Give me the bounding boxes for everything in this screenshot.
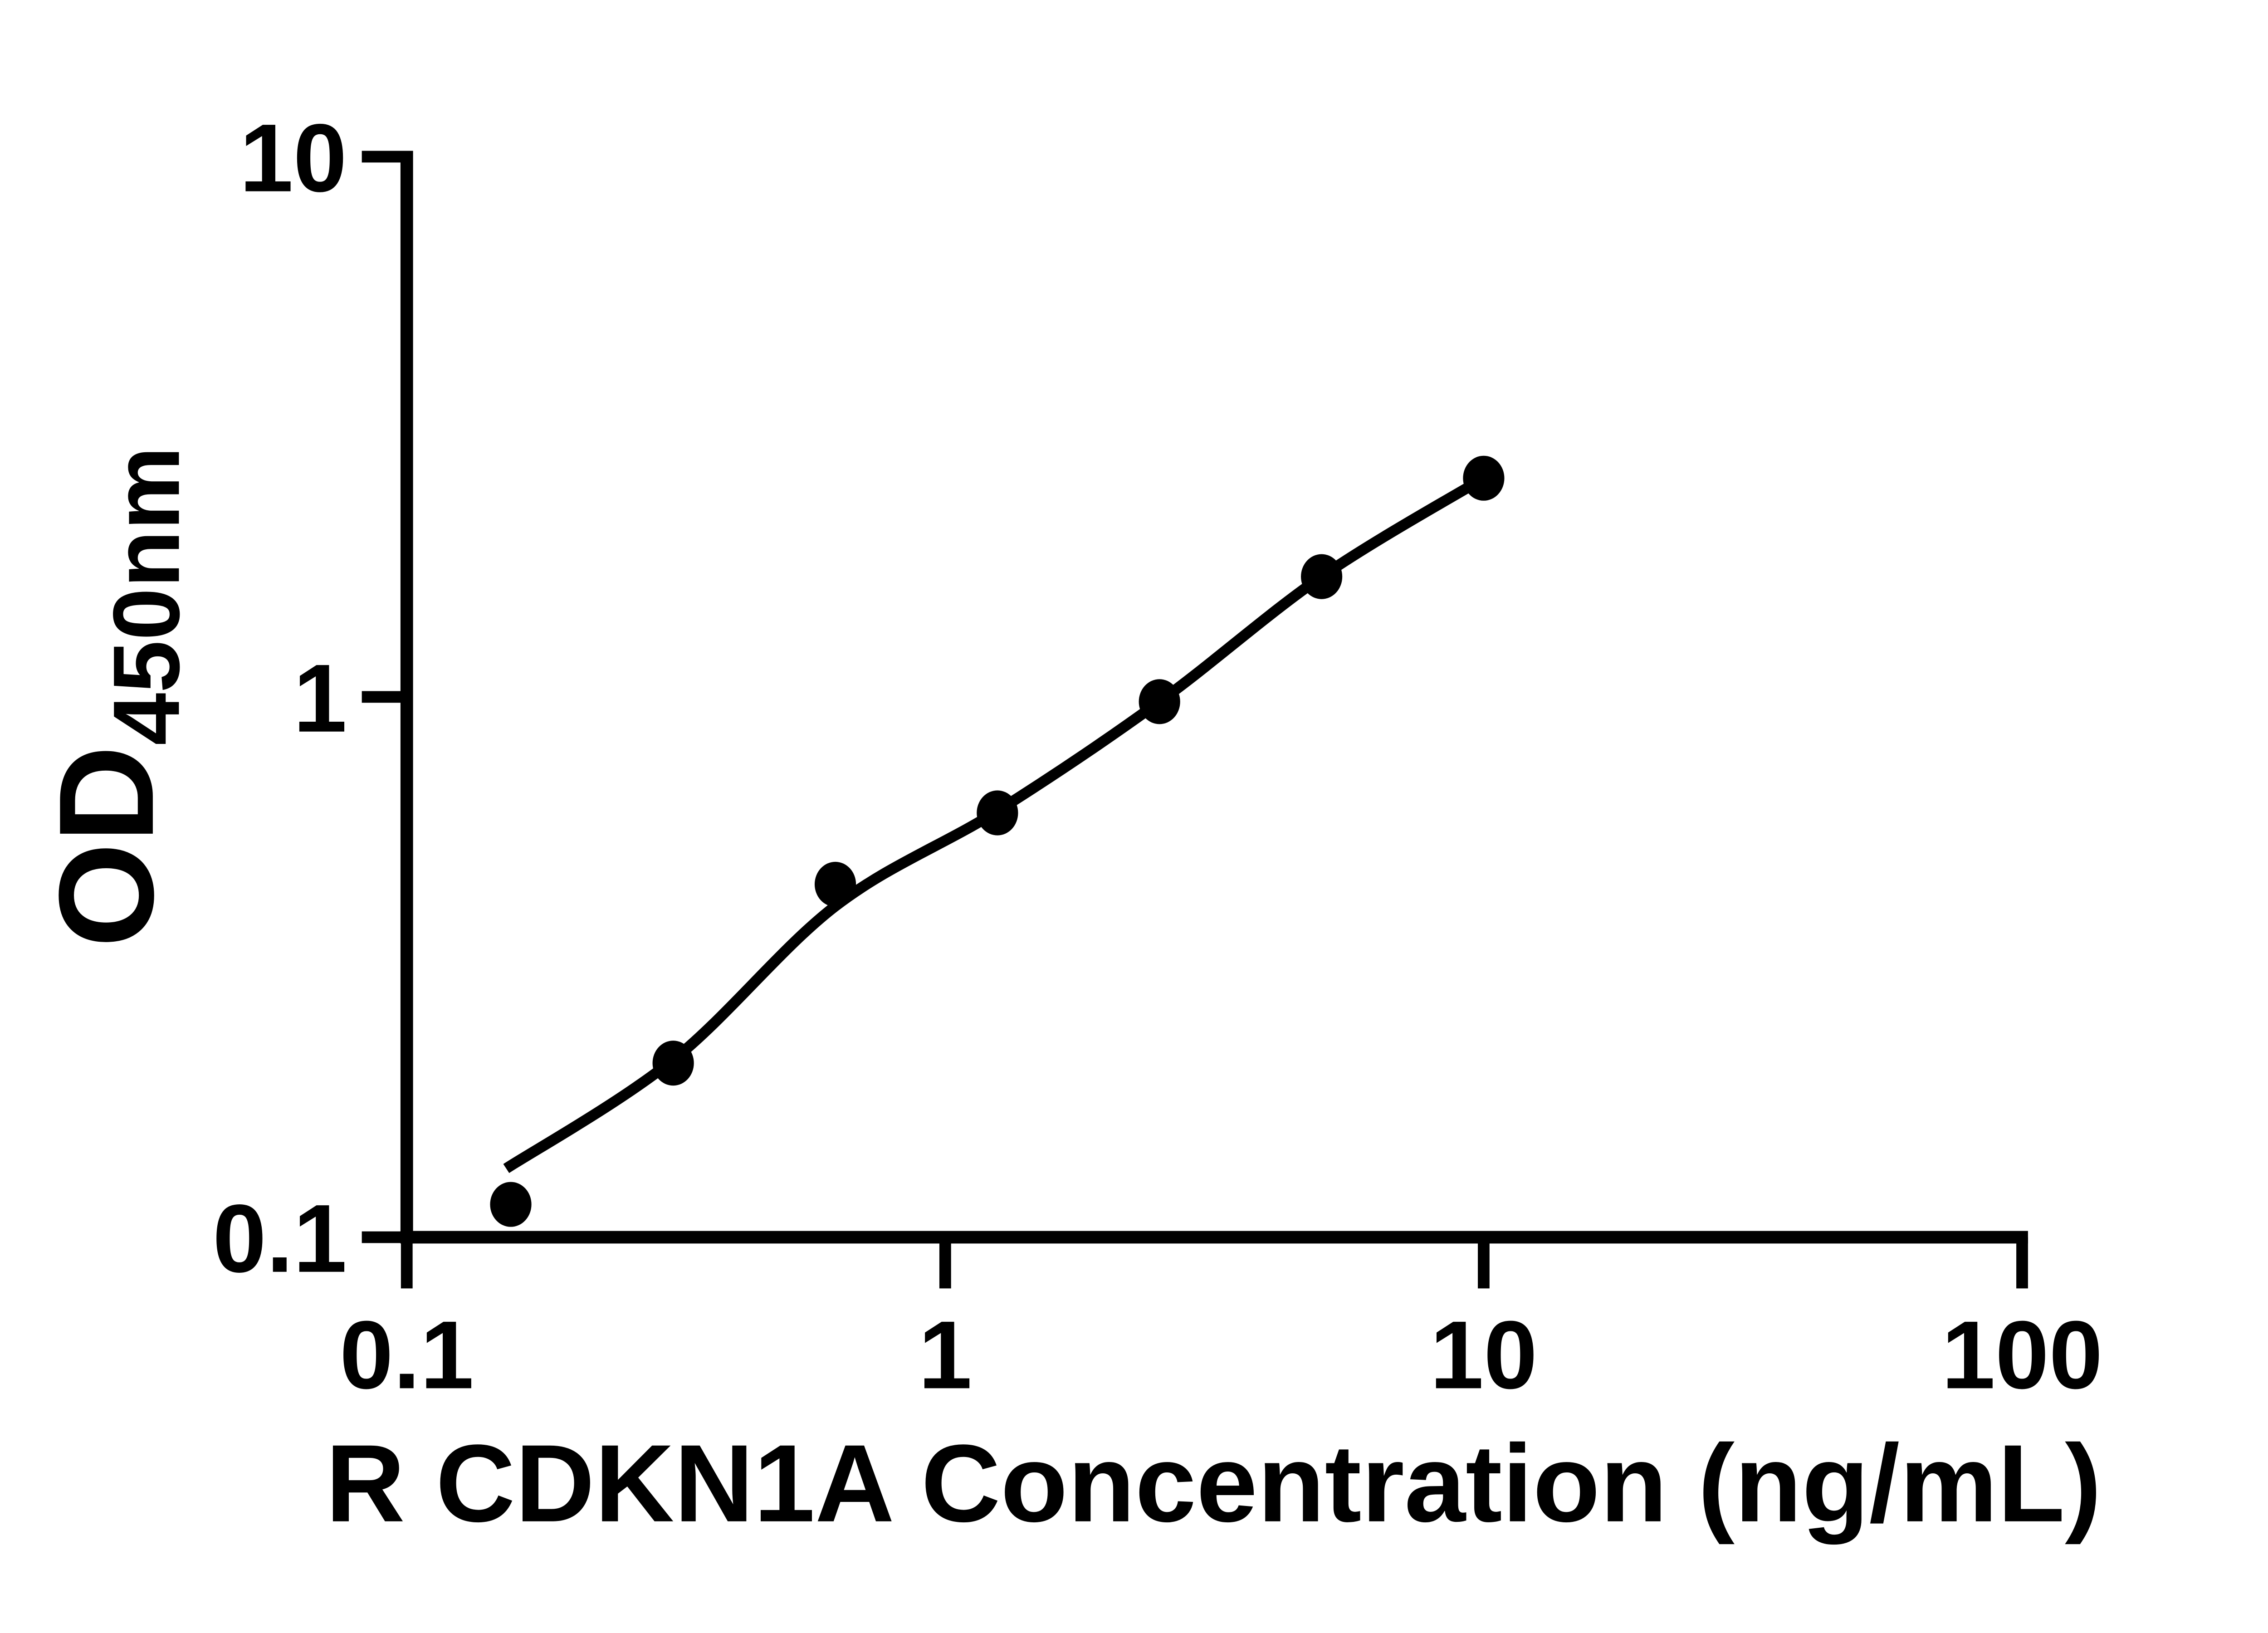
y-axis-title-subscript: 450nm — [94, 446, 199, 745]
data-point — [490, 1182, 532, 1227]
y-axis-title-main: OD — [31, 745, 181, 948]
x-tick-label: 100 — [1941, 1301, 2102, 1409]
data-point — [652, 1041, 694, 1086]
data-point — [1139, 679, 1180, 724]
data-point — [977, 790, 1018, 836]
y-axis-title: OD450nm — [31, 446, 199, 948]
series-layer — [490, 455, 1505, 1227]
y-tick-label: 1 — [293, 645, 347, 753]
data-point — [1301, 554, 1343, 599]
tick-labels: 0.1 1 10 0.1 1 10 100 — [213, 104, 2103, 1409]
x-tick-label: 0.1 — [340, 1301, 474, 1409]
data-point — [1463, 455, 1505, 501]
y-tick-label: 0.1 — [213, 1185, 347, 1293]
x-tick-label: 1 — [919, 1301, 972, 1409]
data-point — [814, 861, 856, 907]
x-axis-title: R CDKN1A Concentration (ng/mL) — [326, 1422, 2102, 1545]
x-tick-label: 10 — [1430, 1301, 1537, 1409]
axis-titles: R CDKN1A Concentration (ng/mL) OD450nm — [31, 446, 2102, 1545]
chart-background — [0, 7, 2268, 1626]
axes — [362, 151, 2028, 1289]
y-tick-label: 10 — [240, 104, 347, 212]
